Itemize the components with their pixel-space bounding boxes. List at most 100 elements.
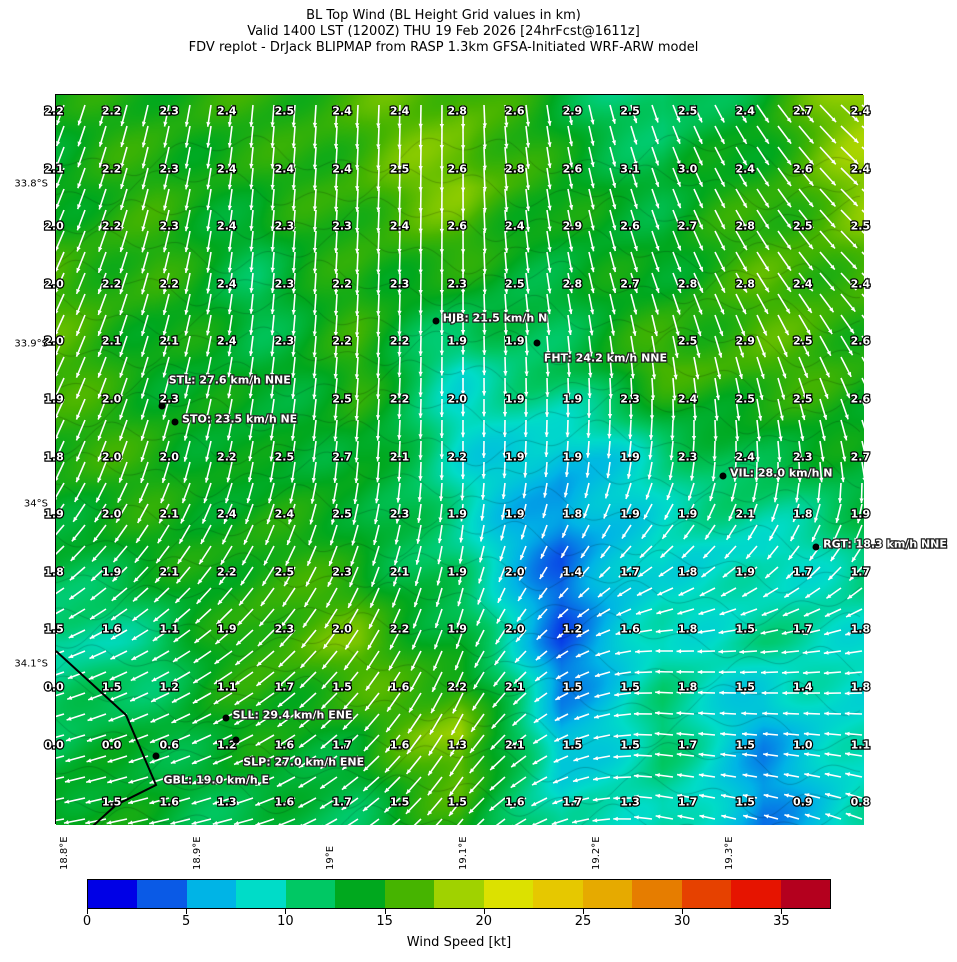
wind-arrow: [98, 146, 107, 168]
wind-arrow: [180, 503, 191, 524]
station-marker[interactable]: [719, 472, 727, 480]
station-marker[interactable]: [533, 339, 541, 347]
wind-arrow: [533, 713, 548, 724]
wind-arrow: [439, 104, 444, 129]
bl-height-value: 2.3: [792, 449, 814, 464]
wind-arrow: [819, 419, 826, 441]
bl-height-value: 2.0: [101, 449, 123, 464]
bl-height-value: 2.4: [216, 103, 238, 118]
wind-arrow: [840, 440, 847, 462]
wind-arrow: [184, 209, 191, 232]
bl-height-value: 2.4: [389, 103, 411, 118]
wind-arrow: [655, 648, 674, 654]
wind-arrow: [648, 440, 653, 460]
wind-arrow: [286, 524, 296, 546]
wind-arrow: [184, 314, 191, 336]
wind-arrow: [269, 398, 275, 420]
wind-arrow: [672, 293, 681, 315]
wind-arrow: [482, 125, 487, 150]
station-marker[interactable]: [232, 736, 240, 744]
wind-arrow: [609, 188, 617, 210]
wind-arrow: [56, 755, 65, 759]
wind-arrow: [840, 125, 859, 144]
wind-arrow: [677, 793, 695, 799]
wind-arrow: [290, 461, 296, 483]
wind-arrow: [861, 293, 864, 298]
wind-arrow: [861, 146, 864, 150]
wind-arrow: [607, 419, 612, 439]
wind-arrow: [524, 335, 530, 356]
wind-arrow: [711, 461, 716, 482]
station-marker[interactable]: [222, 714, 230, 722]
bl-height-value: 2.3: [273, 276, 295, 291]
wind-arrow: [648, 419, 654, 440]
wind-arrow: [470, 713, 485, 733]
wind-arrow: [212, 797, 233, 805]
wind-arrow: [152, 608, 170, 623]
chart-title: BL Top Wind (BL Height Grid values in km…: [306, 8, 581, 23]
wind-arrow: [756, 209, 770, 230]
wind-arrow: [119, 356, 128, 378]
wind-arrow: [672, 314, 680, 337]
wind-arrow: [698, 608, 716, 616]
wind-arrow: [714, 209, 726, 230]
bl-height-value: 1.2: [158, 679, 180, 694]
wind-arrow: [63, 818, 86, 825]
wind-arrow: [277, 692, 296, 708]
station-marker[interactable]: [432, 317, 440, 325]
wind-arrow: [75, 314, 86, 337]
wind-arrow: [490, 713, 506, 730]
wind-arrow: [556, 629, 569, 639]
wind-arrow: [861, 251, 864, 256]
wind-arrow: [583, 503, 590, 519]
bl-height-value: 2.4: [331, 103, 353, 118]
wind-arrow: [319, 797, 338, 810]
station-marker[interactable]: [171, 418, 179, 426]
wind-arrow: [598, 566, 611, 579]
wind-arrow: [798, 251, 814, 271]
station-marker[interactable]: [158, 402, 166, 410]
bl-height-value: 1.5: [331, 679, 353, 694]
wind-arrow: [393, 545, 401, 566]
wind-arrow: [460, 188, 466, 214]
wind-arrow: [206, 125, 212, 148]
wind-arrow: [600, 545, 611, 559]
wind-arrow: [173, 629, 191, 643]
wind-arrow: [698, 793, 716, 799]
wind-arrow: [742, 752, 758, 757]
station-marker[interactable]: [152, 752, 160, 760]
station-marker[interactable]: [812, 543, 820, 551]
bl-height-value: 2.7: [792, 103, 814, 118]
wind-arrow: [861, 188, 864, 192]
wind-arrow: [697, 690, 716, 695]
wind-arrow: [343, 671, 359, 691]
wind-arrow: [614, 671, 632, 676]
wind-arrow: [191, 734, 212, 745]
wind-arrow: [672, 167, 682, 188]
wind-arrow: [714, 377, 721, 401]
wind-arrow: [322, 629, 338, 650]
wind-arrow: [418, 377, 423, 398]
wind-arrow: [693, 251, 704, 272]
wind-arrow: [489, 776, 506, 791]
wind-arrow: [803, 691, 821, 696]
wind-arrow: [739, 649, 758, 655]
wind-arrow: [362, 776, 380, 792]
wind-arrow: [363, 755, 380, 772]
wind-arrow: [714, 230, 726, 251]
wind-arrow: [312, 104, 318, 128]
bl-height-value: 1.0: [792, 737, 814, 752]
colorbar-segment: [88, 880, 138, 908]
wind-arrow: [376, 167, 381, 192]
wind-arrow: [460, 440, 466, 459]
wind-arrow: [609, 272, 617, 294]
wind-arrow: [756, 398, 763, 421]
wind-arrow: [365, 671, 380, 691]
wind-arrow: [234, 671, 254, 686]
wind-arrow: [798, 335, 810, 357]
wind-arrow: [429, 713, 443, 735]
wind-arrow: [56, 335, 65, 356]
wind-arrow: [577, 587, 590, 599]
wind-arrow: [184, 104, 191, 127]
wind-arrow: [220, 545, 233, 566]
